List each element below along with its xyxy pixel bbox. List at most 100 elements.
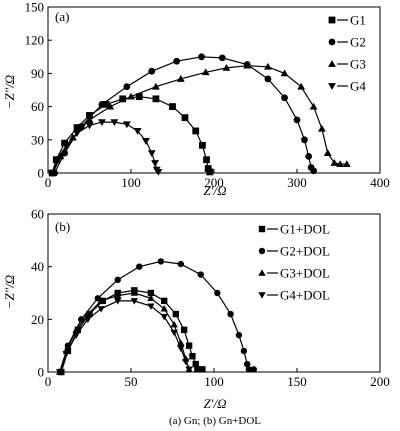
panel-a-data-point: [62, 142, 71, 150]
panel-a-data-point: [133, 128, 142, 135]
panel-b-x-tick-label: 100: [204, 374, 224, 389]
panel-b-data-point: [114, 291, 122, 299]
panel-b-x-tick-label: 150: [287, 374, 307, 389]
panel-a-data-point: [309, 102, 318, 110]
panel-b-data-point: [160, 313, 168, 321]
panel-a-y-tick-label: 30: [31, 132, 44, 147]
panel-b-x-tick-label: 50: [125, 374, 138, 389]
panel-a-data-point: [123, 83, 131, 91]
panel-a-data-point: [317, 124, 326, 132]
panel-a-data-point: [330, 159, 339, 166]
panel-b-data-point: [244, 360, 251, 368]
panel-a-data-point: [154, 169, 163, 176]
panel-a-legend-marker: [328, 16, 336, 24]
panel-b-data-point: [147, 294, 155, 301]
panel-a-x-tick-label: 100: [121, 175, 141, 190]
panel-a-data-point: [73, 130, 81, 138]
panel-a-data-point: [198, 141, 206, 149]
panel-a-data-point: [110, 119, 119, 127]
panel-a-legend-marker: [328, 38, 336, 46]
panel-b-data-point: [235, 331, 243, 339]
panel-a-data-point: [73, 124, 81, 132]
panel-a-data-point: [135, 93, 143, 101]
panel-b-x-tick-label: 200: [370, 374, 390, 389]
panel-a-y-tick-label: 150: [25, 0, 45, 15]
panel-a-x-tick-label: 400: [370, 175, 390, 190]
panel-b: (b) −Z″/Ω Z′/Ω 0 50 100 150 200 0 20 40 60 G1+DOL…: [2, 207, 390, 412]
panel-a-data-point: [243, 61, 252, 69]
panel-a-data-point: [281, 94, 288, 102]
panel-a-data-point: [119, 95, 127, 103]
panel-a-data-point: [151, 82, 160, 90]
panel-a-data-point: [98, 100, 106, 108]
panel-a-data-point: [152, 95, 160, 103]
panel-a-plot-frame: [47, 6, 381, 174]
panel-a-data-point: [323, 149, 332, 156]
panel-a-x-tick-label: 200: [204, 175, 224, 190]
panel-b-data-point: [94, 295, 102, 302]
panel-b-data-point: [245, 366, 253, 373]
panel-a-data-point: [192, 127, 200, 135]
panel-a-x-tick-label: 300: [287, 175, 307, 190]
panel-b-data-point: [97, 297, 105, 304]
panel-a-data-point: [301, 136, 308, 144]
panel-a-series-line-g3: [52, 65, 347, 174]
panel-b-legend-marker: [258, 269, 266, 276]
panel-a-data-point: [305, 153, 313, 160]
panel-b-data-point: [192, 360, 199, 368]
panel-b-y-tick-label: 40: [31, 259, 44, 274]
panel-a-data-point: [176, 75, 185, 82]
panel-a-y-tick-label: 0: [38, 166, 45, 181]
panel-a-data-point: [77, 123, 85, 130]
panel-a-data-point: [293, 116, 301, 124]
panel-b-data-point: [177, 260, 184, 268]
panel-b-legend-label: G4+DOL: [280, 288, 330, 303]
panel-b-data-point: [62, 350, 70, 358]
panel-a-data-point: [122, 121, 131, 129]
panel-b-legend-label: G2+DOL: [280, 244, 330, 259]
panel-a-data-point: [280, 69, 289, 77]
panel-b-data-point: [227, 310, 234, 318]
panel-a-data-point: [297, 82, 306, 90]
panel-a-data-point: [106, 102, 115, 110]
panel-a: (a) −Z″/Ω Z′/Ω 0 100 200 300 400 0 30 60 90 120 15…: [2, 0, 390, 198]
panel-b-data-point: [170, 320, 178, 328]
panel-b-data-point: [147, 303, 155, 310]
panel-b-data-point: [136, 263, 143, 270]
panel-b-data-point: [157, 258, 165, 265]
panel-a-data-point: [181, 114, 189, 122]
panel-b-data-point: [250, 366, 258, 373]
panel-b-data-point: [84, 310, 92, 317]
panel-a-data-point: [173, 57, 181, 65]
figure-caption: (a) Gn; (b) Gn+DOL: [169, 415, 261, 427]
panel-b-y-tick-label: 60: [31, 207, 44, 222]
panel-a-data-point: [342, 160, 351, 168]
panel-b-legend-marker: [258, 247, 266, 255]
panel-a-data-point: [198, 53, 205, 61]
panel-b-data-point: [161, 297, 168, 305]
panel-a-data-point: [201, 68, 210, 76]
panel-a-data-point: [48, 170, 57, 177]
panel-b-data-point: [214, 289, 221, 297]
panel-a-data-point: [98, 119, 106, 127]
panel-a-data-point: [218, 54, 226, 62]
panel-a-y-tick-label: 90: [31, 66, 44, 81]
panel-b-data-point: [72, 332, 80, 339]
panel-a-data-point: [148, 67, 156, 75]
panel-b-legend-marker: [258, 225, 266, 233]
panel-b-data-point: [84, 316, 92, 324]
panel-a-y-tick-label: 60: [31, 99, 44, 114]
panel-a-y-tick-label: 120: [25, 33, 45, 48]
panel-b-series-line-g4-dol: [59, 300, 190, 373]
panel-a-data-point: [203, 156, 210, 164]
panel-a-legend-label: G1: [350, 13, 366, 28]
panel-b-data-point: [114, 298, 122, 305]
panel-b-data-point: [160, 305, 168, 312]
panel-b-legend-marker: [258, 292, 266, 299]
panel-a-legend-label: G3: [350, 57, 366, 72]
panel-b-x-tick-label: 0: [45, 374, 52, 389]
panel-a-data-point: [169, 103, 176, 110]
panel-a-data-point: [336, 160, 345, 168]
panel-a-data-point: [310, 167, 317, 175]
